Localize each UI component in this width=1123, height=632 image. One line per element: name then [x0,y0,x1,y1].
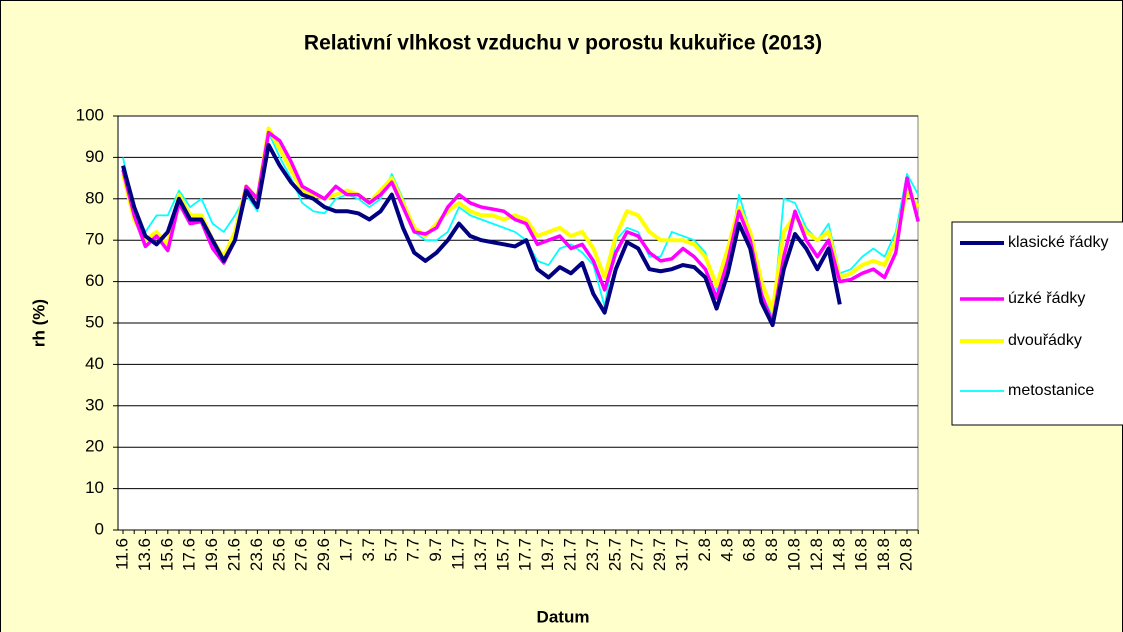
x-tick-label: 16.8 [852,538,871,571]
x-tick-label: 20.8 [896,538,915,571]
x-tick-label: 11.7 [448,538,467,570]
legend-label: úzké řádky [1008,290,1086,307]
x-tick-label: 12.8 [807,538,826,571]
y-axis-label: rh (%) [29,299,48,347]
x-tick-label: 21.7 [560,538,579,571]
x-tick-label: 5.7 [381,538,400,562]
legend-label: dvouřádky [1008,332,1082,349]
x-tick-label: 23.7 [583,538,602,571]
x-tick-label: 17.7 [516,538,535,571]
x-tick-label: 11.6 [112,538,131,570]
y-tick-label: 80 [85,188,104,207]
y-tick-label: 70 [85,230,104,249]
legend-label: metostanice [1008,382,1095,399]
x-tick-label: 19.6 [202,538,221,571]
x-tick-label: 21.6 [224,538,243,571]
legend-item: klasické řádky [1008,234,1109,251]
x-tick-label: 3.7 [359,538,378,562]
x-tick-label: 19.7 [538,538,557,571]
x-tick-label: 13.6 [135,538,154,571]
x-axis-label: Datum [537,607,590,626]
chart-title: Relativní vlhkost vzduchu v porostu kuku… [304,32,822,55]
x-tick-label: 17.6 [180,538,199,571]
legend-item: úzké řádky [1008,290,1086,307]
x-tick-label: 9.7 [426,538,445,562]
series-line [122,131,919,320]
x-tick-label: 31.7 [672,538,691,571]
series-line [121,142,842,328]
x-tick-label: 25.6 [269,538,288,571]
legend-item: metostanice [1008,382,1095,399]
x-tick-label: 18.8 [874,538,893,571]
y-tick-label: 60 [85,271,104,290]
x-tick-label: 29.7 [650,538,669,571]
legend-item: dvouřádky [1008,332,1082,349]
y-tick-label: 30 [85,395,104,414]
x-tick-label: 4.8 [717,538,736,562]
x-tick-label: 13.7 [471,538,490,571]
x-tick-label: 14.8 [829,538,848,571]
x-tick-label: 25.7 [605,538,624,571]
y-tick-label: 10 [85,478,104,497]
y-tick-label: 20 [85,437,104,456]
x-tick-label: 2.8 [695,538,714,562]
x-tick-label: 8.8 [762,538,781,562]
x-tick-label: 15.6 [157,538,176,571]
x-tick-label: 27.7 [628,538,647,571]
x-tick-label: 7.7 [404,538,423,562]
y-tick-label: 50 [85,312,104,331]
x-tick-label: 15.7 [493,538,512,571]
y-tick-label: 0 [95,519,104,538]
x-tick-label: 6.8 [740,538,759,562]
legend-label: klasické řádky [1008,234,1109,251]
y-tick-label: 100 [76,105,104,124]
y-tick-label: 40 [85,354,104,373]
series-line [121,130,920,325]
x-tick-label: 27.6 [292,538,311,571]
y-tick-label: 90 [85,147,104,166]
x-tick-label: 10.8 [784,538,803,571]
x-tick-label: 1.7 [336,538,355,562]
x-tick-label: 23.6 [247,538,266,571]
x-tick-label: 29.6 [314,538,333,571]
